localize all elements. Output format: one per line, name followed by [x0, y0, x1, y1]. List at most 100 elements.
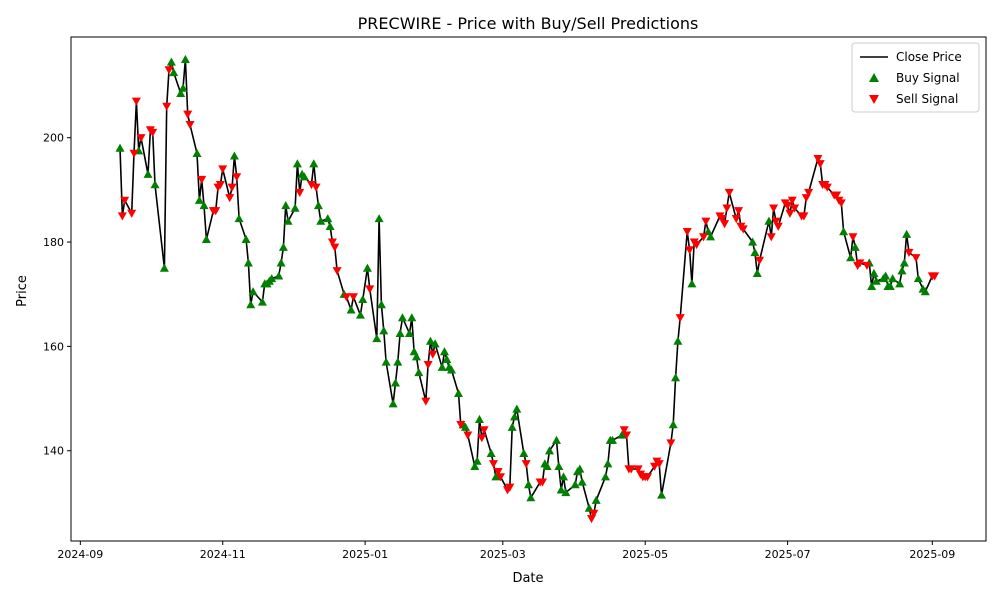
sell-signal-marker: [456, 421, 466, 430]
buy-signal-marker: [346, 305, 356, 314]
buy-signal-marker: [362, 263, 372, 272]
buy-signal-marker: [166, 57, 176, 66]
buy-signal-marker: [671, 373, 681, 382]
sell-signal-marker: [738, 225, 748, 234]
sell-signal-marker: [327, 238, 337, 247]
x-tick-label: 2025-09: [909, 548, 955, 561]
sell-signal-marker: [495, 473, 505, 482]
buy-signal-marker: [150, 180, 160, 189]
buy-signal-marker: [278, 242, 288, 251]
buy-signal-marker: [267, 274, 277, 283]
buy-signal-marker: [603, 459, 613, 468]
sell-signal-marker: [521, 460, 531, 469]
legend-label: Buy Signal: [896, 71, 960, 85]
sell-signal-marker: [724, 188, 734, 197]
sell-signal-marker: [815, 160, 825, 169]
y-axis-label: Price: [15, 275, 30, 307]
buy-signal-marker: [601, 472, 611, 481]
sell-signal-marker: [813, 154, 823, 164]
x-tick-label: 2025-01: [342, 548, 388, 561]
y-tick-label: 180: [43, 236, 64, 249]
legend-box: [851, 42, 980, 113]
sell-signal-marker: [619, 426, 629, 435]
buy-signal-marker: [885, 281, 895, 290]
buy-signal-marker: [446, 365, 456, 374]
sell-signal-marker: [218, 165, 228, 174]
sell-signal-marker: [227, 183, 237, 192]
buy-signal-marker: [257, 297, 267, 306]
y-tick-label: 200: [43, 132, 64, 145]
buy-signal-marker: [430, 339, 440, 348]
buy-signal-marker: [474, 414, 484, 424]
sell-signal-marker: [117, 212, 127, 221]
sell-signal-marker: [911, 254, 921, 263]
buy-signal-marker: [846, 253, 856, 262]
x-axis-ticks: 2024-09 2024-11 2025-01 2025-03 2025-05 2025-…: [57, 541, 955, 561]
buy-signal-marker: [325, 221, 335, 230]
buy-signal-marker: [453, 388, 463, 397]
buy-signal-marker: [752, 268, 762, 277]
buy-signal-marker: [750, 247, 760, 257]
buy-signal-marker: [608, 435, 618, 444]
x-tick-label: 2024-11: [200, 548, 246, 561]
buy-signal-marker: [542, 461, 552, 470]
sell-signal-marker: [311, 183, 321, 192]
sell-signal-marker: [589, 509, 599, 518]
buy-signal-marker: [545, 446, 555, 455]
sell-signal-marker: [804, 188, 814, 197]
x-axis-label: Date: [512, 571, 543, 586]
buy-signal-marker: [169, 67, 179, 77]
buy-signal-marker: [556, 485, 566, 494]
buy-signal-marker: [246, 300, 256, 309]
sell-signal-marker: [666, 439, 676, 448]
sell-signal-marker: [701, 217, 711, 226]
sell-signal-marker: [720, 220, 730, 229]
buy-signal-marker: [561, 487, 571, 497]
buy-signal-marker: [512, 404, 522, 413]
buy-signal-marker: [519, 448, 529, 457]
buy-signal-marker: [201, 234, 211, 244]
y-tick-label: 160: [43, 340, 64, 353]
buy-signal-marker: [299, 172, 309, 181]
buy-signal-marker: [584, 503, 594, 512]
buy-signal-marker: [292, 159, 302, 168]
buy-signal-marker: [407, 313, 417, 322]
chart-title: PRECWIRE - Price with Buy/Sell Predictio…: [358, 14, 699, 33]
buy-signal-marker: [617, 430, 627, 439]
sell-signal-marker: [341, 293, 351, 302]
sell-signal-marker: [428, 350, 438, 359]
buy-signal-marker: [552, 435, 562, 444]
sell-signal-marker: [836, 199, 846, 208]
sell-signal-marker: [306, 181, 316, 190]
sell-signal-marker: [832, 191, 842, 200]
sell-signal-marker: [421, 397, 431, 406]
buy-signal-marker: [393, 357, 403, 366]
buy-signal-marker: [764, 216, 774, 225]
buy-signal-marker: [395, 328, 405, 337]
buy-signal-marker: [657, 490, 667, 499]
buy-signal-marker: [143, 169, 153, 178]
buy-signal-marker: [902, 229, 912, 238]
buy-signal-marker: [439, 347, 449, 356]
sell-signal-marker: [185, 121, 195, 130]
sell-signal-marker: [848, 233, 858, 242]
sell-signal-marker: [766, 233, 776, 242]
buy-signal-marker: [591, 495, 601, 504]
sell-signal-marker: [682, 228, 692, 237]
buy-signal-marker: [290, 203, 300, 212]
legend-sell-swatch: [869, 95, 879, 104]
sell-signal-marker: [148, 128, 158, 137]
buy-signal-marker: [577, 477, 587, 486]
sell-signal-marker: [120, 196, 130, 205]
sell-signal-marker: [129, 149, 139, 158]
sell-signal-marker: [783, 201, 793, 211]
buy-signal-marker: [913, 274, 923, 283]
x-tick-label: 2025-03: [480, 548, 526, 561]
sell-signal-marker: [488, 460, 498, 469]
sell-signal-marker: [538, 478, 548, 487]
buy-signal-marker: [281, 201, 291, 210]
sell-signal-marker: [822, 183, 832, 192]
buy-signal-marker: [355, 310, 365, 319]
buy-signal-marker: [390, 378, 400, 387]
